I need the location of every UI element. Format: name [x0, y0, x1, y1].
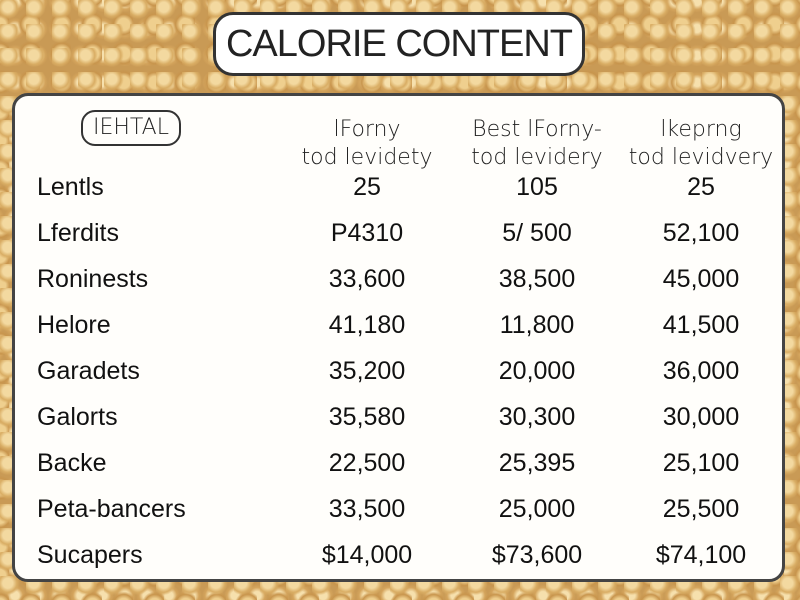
row-label: Roninests — [37, 265, 149, 293]
title: CALORIE CONTENT — [213, 12, 585, 76]
header-cell: tod levidety — [301, 145, 433, 170]
row-label: Backe — [37, 449, 107, 477]
header-cell: tod levidvery — [628, 145, 774, 170]
cell-value: 41,500 — [662, 311, 740, 339]
cell-value: 22,500 — [328, 449, 406, 477]
cell-value: 36,000 — [662, 357, 740, 385]
cell-value: 45,000 — [662, 265, 740, 293]
cell-value: 25,500 — [662, 495, 740, 523]
table-panel: IEHTAL lForny tod levidety Best lForny-tod … — [12, 93, 785, 582]
header-cell: Best lForny- — [472, 117, 602, 142]
cell-value: 105 — [516, 173, 558, 201]
cell-value: $73,600 — [491, 541, 583, 569]
cell-value: 33,600 — [328, 265, 406, 293]
cell-value: 33,500 — [328, 495, 406, 523]
cell-value: 35,200 — [328, 357, 406, 385]
header-cell: tod levidery — [471, 145, 603, 170]
cell-value: 30,000 — [662, 403, 740, 431]
cell-value: P4310 — [330, 219, 404, 247]
cell-value: 25,000 — [498, 495, 576, 523]
cell-value: 25 — [353, 173, 381, 201]
cell-value: $74,100 — [655, 541, 747, 569]
cell-value: 35,580 — [328, 403, 406, 431]
cell-value: 25,395 — [498, 449, 576, 477]
cell-value: 38,500 — [498, 265, 576, 293]
row-label: Sucapers — [37, 541, 143, 569]
header-cell: lkeprng — [660, 117, 742, 142]
cell-value: 20,000 — [498, 357, 576, 385]
cell-value: 52,100 — [662, 219, 740, 247]
cell-value: 25,100 — [662, 449, 740, 477]
cell-value: 30,300 — [498, 403, 576, 431]
row-label: Garadets — [37, 357, 140, 385]
cell-value: 25 — [687, 173, 715, 201]
cell-value: 41,180 — [328, 311, 406, 339]
cell-value: 5/ 500 — [502, 219, 572, 247]
cell-value: $14,000 — [321, 541, 413, 569]
row-label: Lentls — [37, 173, 104, 201]
row-label: Peta-bancers — [37, 495, 186, 523]
header-cell: lForny — [333, 117, 401, 142]
row-label: Galorts — [37, 403, 118, 431]
row-label: Lferdits — [37, 219, 119, 247]
cell-value: 11,800 — [499, 311, 575, 339]
header-cell: IEHTAL — [81, 110, 181, 146]
row-label: Helore — [37, 311, 111, 339]
